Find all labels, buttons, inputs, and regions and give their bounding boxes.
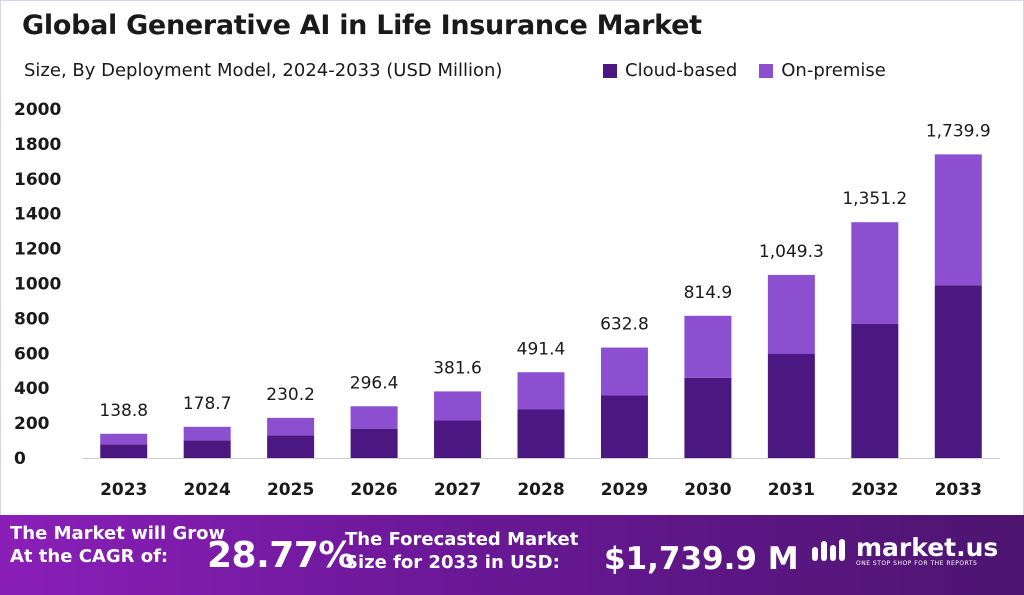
bar-on-premise [684,315,732,378]
logo-text: market.us [856,533,999,562]
bar-cloud-based [934,285,982,458]
x-tick-label: 2025 [267,480,314,500]
data-label-total: 1,351.2 [842,189,907,209]
x-tick-label: 2029 [601,480,648,500]
footer-banner: The Market will Grow At the CAGR of: 28.… [0,515,1024,595]
data-label-total: 491.4 [517,339,566,359]
y-tick-label: 2000 [14,100,61,120]
y-tick-label: 1000 [14,275,61,295]
bar-on-premise [100,433,148,445]
bar-on-premise [350,406,398,429]
x-tick-label: 2033 [935,480,982,500]
bar-on-premise [851,222,899,324]
y-tick-label: 0 [14,449,26,469]
bar-on-premise [267,417,315,436]
data-label-total: 1,739.9 [926,121,991,141]
bar-cloud-based [183,440,231,458]
chart-title: Global Generative AI in Life Insurance M… [22,10,702,41]
x-tick-label: 2030 [684,480,731,500]
bar-cloud-based [434,420,482,458]
bar-cloud-based [767,353,815,458]
bar-cloud-based [350,428,398,458]
legend-item-on-premise: On-premise [759,60,886,81]
bar-cloud-based [851,323,899,458]
data-label-total: 296.4 [350,373,399,393]
legend-swatch-on-premise [759,63,774,78]
legend-swatch-cloud [603,63,617,78]
legend-label-on-premise: On-premise [781,60,886,81]
bar-on-premise [183,426,231,441]
bar-on-premise [767,274,815,354]
legend-item-cloud: Cloud-based [603,60,737,81]
y-tick-label: 1800 [14,135,61,155]
bar-on-premise [434,391,482,421]
x-tick-label: 2023 [100,480,147,500]
bar-cloud-based [267,435,315,458]
cagr-value: 28.77% [207,535,354,576]
bar-chart: 0 200 400 600 800 1000 1200 1400 1600 1800 2000 138… [14,100,1000,500]
legend-label-cloud: Cloud-based [625,60,738,81]
bar-on-premise [600,347,648,396]
y-tick-label: 400 [14,379,50,399]
forecast-label: The Forecasted Market Size for 2033 in U… [345,529,579,573]
market-us-logo[interactable]: market.us ONE STOP SHOP FOR THE REPORTS [810,535,998,567]
legend: Cloud-based On-premise [603,60,886,81]
data-label-total: 632.8 [600,315,649,335]
forecast-value: $1,739.9 M [604,541,799,577]
y-tick-label: 1200 [14,240,61,260]
chart-subtitle: Size, By Deployment Model, 2024-2033 (US… [24,60,503,81]
data-label-total: 138.8 [99,401,148,421]
bar-cloud-based [100,444,148,458]
x-tick-label: 2028 [517,480,564,500]
x-tick-label: 2024 [184,480,231,500]
bar-cloud-based [684,377,732,458]
data-label-total: 178.7 [183,394,232,414]
market-us-logo-icon [812,539,845,561]
bar-on-premise [934,154,982,286]
data-label-total: 814.9 [684,283,733,303]
cagr-label: The Market will Grow At the CAGR of: [10,523,226,567]
bar-cloud-based [517,409,565,458]
y-tick-label: 1400 [14,205,61,225]
bar-cloud-based [600,395,648,458]
data-label-total: 230.2 [266,385,315,405]
x-tick-label: 2031 [768,480,815,500]
y-tick-label: 800 [14,309,50,329]
x-tick-label: 2032 [851,480,898,500]
bar-on-premise [517,372,565,410]
data-label-total: 1,049.3 [759,242,824,262]
x-tick-label: 2026 [350,480,397,500]
y-tick-label: 600 [14,344,50,364]
x-tick-label: 2027 [434,480,481,500]
y-tick-label: 200 [14,414,50,434]
logo-tagline: ONE STOP SHOP FOR THE REPORTS [856,560,978,567]
data-label-total: 381.6 [433,358,482,378]
y-tick-label: 1600 [14,170,61,190]
